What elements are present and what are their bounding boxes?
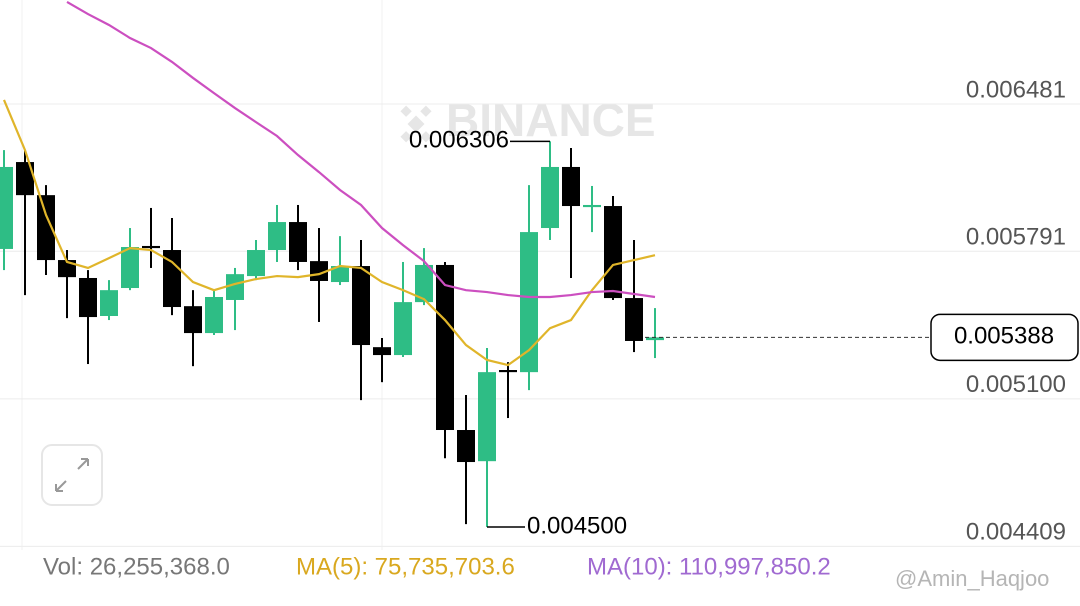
candle-body	[562, 166, 580, 207]
volume-label: Vol: 26,255,368.0	[43, 553, 230, 580]
current-price-box	[930, 313, 1079, 362]
candle-body	[604, 206, 622, 299]
candle-body	[415, 264, 433, 303]
candle-body	[646, 337, 664, 341]
candle-body	[289, 222, 307, 262]
candle-body	[331, 266, 349, 283]
expand-button[interactable]	[41, 444, 103, 506]
candle-body	[583, 204, 601, 208]
y-tick-label: 0.004409	[966, 519, 1066, 546]
candle-body	[79, 277, 97, 318]
candle-body	[541, 166, 559, 229]
candle-body	[142, 245, 160, 249]
candle-body	[373, 347, 391, 356]
current-price-label: 0.005388	[954, 323, 1054, 350]
annotation-label: 0.006306	[409, 127, 509, 154]
ma5-label: MA(5): 75,735,703.6	[296, 553, 515, 580]
expand-icon	[55, 458, 89, 492]
candle-body	[121, 247, 139, 289]
candle-body	[163, 250, 181, 308]
y-tick-label: 0.005100	[966, 371, 1066, 398]
candle-body	[499, 370, 517, 373]
watermark-text: BINANCE	[446, 94, 656, 146]
candle-body	[352, 266, 370, 346]
candle-body	[226, 274, 244, 300]
candle-body	[478, 372, 496, 462]
candle-body	[0, 166, 13, 249]
candle-body	[520, 232, 538, 373]
candle-body	[184, 306, 202, 334]
ma-line	[2, 99, 656, 367]
candle-body	[100, 290, 118, 316]
ma-line	[66, 0, 656, 299]
candle-body	[625, 298, 643, 341]
candle-body	[247, 250, 265, 277]
watermark: BINANCE	[400, 94, 656, 146]
ma10-label: MA(10): 110,997,850.2	[587, 553, 831, 580]
y-tick-label: 0.005791	[966, 224, 1066, 251]
expand-button-box[interactable]	[41, 444, 103, 506]
candle-body	[394, 302, 412, 356]
candle-body	[37, 195, 55, 261]
annotation-label: 0.004500	[527, 512, 627, 539]
candle-body	[436, 264, 454, 431]
candle-body	[457, 430, 475, 463]
candle-body	[310, 261, 328, 281]
credit: @Amin_Haqjoo	[895, 566, 1049, 591]
candle-body	[205, 296, 223, 334]
candle-body	[268, 222, 286, 251]
candle-body	[16, 162, 34, 196]
y-tick-label: 0.006481	[966, 76, 1066, 103]
plot: 0.006481 0.005791 0.005100 0.004409 0.006306…	[0, 0, 1080, 547]
